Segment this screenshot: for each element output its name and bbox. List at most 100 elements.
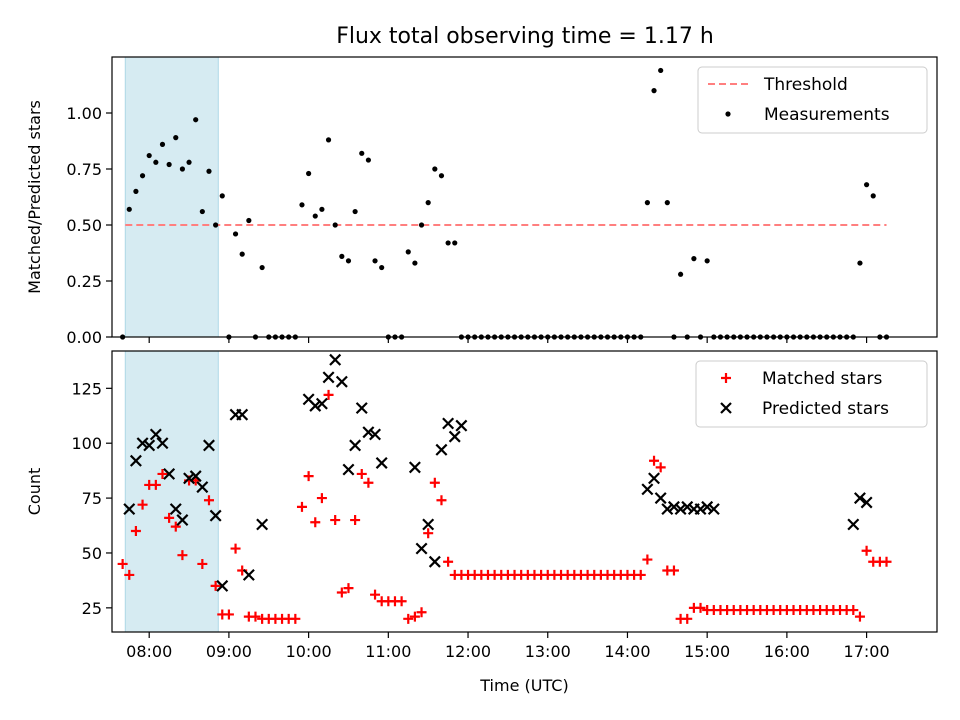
measurement-point [425, 200, 431, 206]
matched-star-marker [164, 512, 175, 523]
predicted-star-marker [375, 456, 388, 469]
measurement-point [213, 222, 219, 228]
predicted-star-marker [442, 417, 455, 430]
measurement-point [186, 159, 192, 165]
y-tick-label: 75 [82, 489, 102, 508]
legend-label: Measurements [764, 105, 890, 125]
plot-frame [111, 56, 938, 338]
predicted-star-marker [309, 399, 322, 412]
x-tick-label: 15:00 [684, 642, 730, 661]
predicted-star-marker [681, 500, 694, 513]
measurement-point [159, 141, 166, 147]
measurement-point [312, 213, 318, 219]
x-tick-label: 16:00 [764, 642, 810, 661]
predicted-star-marker [355, 402, 368, 415]
matched-star-marker [861, 545, 872, 556]
predicted-star-marker [648, 472, 661, 485]
x-tick-label: 13:00 [525, 642, 571, 661]
matched-star-marker [117, 558, 128, 569]
matched-star-marker [343, 583, 354, 594]
legend-measurements-swatch [725, 111, 731, 117]
measurement-point [658, 67, 664, 74]
predicted-star-marker [189, 470, 202, 483]
matched-star-marker [197, 558, 208, 569]
measurement-point [219, 193, 225, 199]
predicted-star-marker [674, 503, 687, 516]
measurement-point [644, 200, 650, 206]
x-tick-label: 08:00 [126, 642, 172, 661]
predicted-star-marker [428, 555, 441, 568]
matched-star-marker [290, 613, 301, 624]
measurement-point [438, 173, 445, 179]
y-tick-label: 125 [71, 379, 102, 398]
measurement-point [870, 193, 876, 199]
measurement-point [352, 208, 358, 215]
predicted-star-marker [455, 419, 468, 432]
matched-star-marker [396, 596, 407, 607]
predicted-star-marker [143, 439, 156, 452]
predicted-star-marker [136, 437, 149, 450]
matched-star-marker [296, 501, 307, 512]
measurement-point [126, 206, 132, 212]
predicted-star-marker [196, 481, 209, 494]
predicted-star-marker [163, 467, 176, 480]
measurement-point [166, 161, 172, 168]
measurement-point [246, 217, 252, 224]
predicted-star-marker [156, 437, 169, 450]
measurement-point [199, 208, 205, 215]
highlight-span [124, 350, 219, 633]
matched-star-marker [350, 515, 361, 526]
measurement-point [299, 202, 305, 208]
matched-star-marker [157, 468, 168, 479]
x-tick-label: 17:00 [844, 642, 890, 661]
bottom-panel: 25 50 75 100 125 08:00 09:00 10:00 11:00 12:00 13:… [25, 350, 938, 695]
measurement-point [173, 135, 179, 141]
measurement-point [239, 251, 245, 257]
matched-star-marker [635, 569, 646, 580]
y-tick-label: 100 [71, 434, 102, 453]
predicted-star-marker [169, 503, 182, 516]
predicted-star-marker [216, 579, 229, 592]
y-tick-label: 0.75 [66, 160, 102, 179]
measurement-point [306, 170, 312, 177]
matched-star-marker [682, 613, 693, 624]
x-axis-label: Time (UTC) [479, 676, 568, 695]
matched-star-marker [130, 526, 141, 537]
legend: Threshold Measurements [697, 66, 928, 134]
matched-star-marker [124, 569, 135, 580]
predicted-star-marker [408, 461, 421, 474]
predicted-star-marker [209, 509, 222, 522]
y-tick-label: 0.00 [66, 328, 102, 347]
predicted-star-marker [329, 353, 342, 366]
matched-star-marker [330, 515, 341, 526]
measurement-point [325, 137, 332, 143]
measurement-point [863, 182, 870, 188]
predicted-star-marker [176, 514, 189, 527]
predicted-star-marker [183, 472, 196, 485]
predicted-star-marker [129, 454, 142, 467]
predicted-star-marker [256, 518, 269, 531]
measurement-point [412, 260, 418, 266]
measurement-point [418, 222, 425, 228]
matched-star-marker [436, 495, 447, 506]
matched-star-marker [310, 517, 321, 528]
matched-star-marker [203, 495, 214, 506]
measurement-point [193, 117, 199, 123]
predicted-star-marker [860, 496, 873, 509]
predicted-star-marker [415, 542, 428, 555]
predicted-star-marker [661, 503, 674, 516]
matched-star-marker [363, 477, 374, 488]
y-tick-label: 0.50 [66, 216, 102, 235]
predicted-star-marker [641, 483, 654, 496]
measurement-point [651, 88, 657, 94]
matched-star-marker [881, 556, 892, 567]
y-tick-label: 1.00 [66, 104, 102, 123]
measurement-point [857, 260, 863, 266]
y-tick-label: 50 [82, 544, 102, 563]
measurement-point [452, 240, 458, 246]
matched-star-marker [848, 605, 859, 616]
matched-star-marker [370, 589, 381, 600]
predicted-star-marker [349, 439, 362, 452]
y-tick-label: 25 [82, 599, 102, 618]
